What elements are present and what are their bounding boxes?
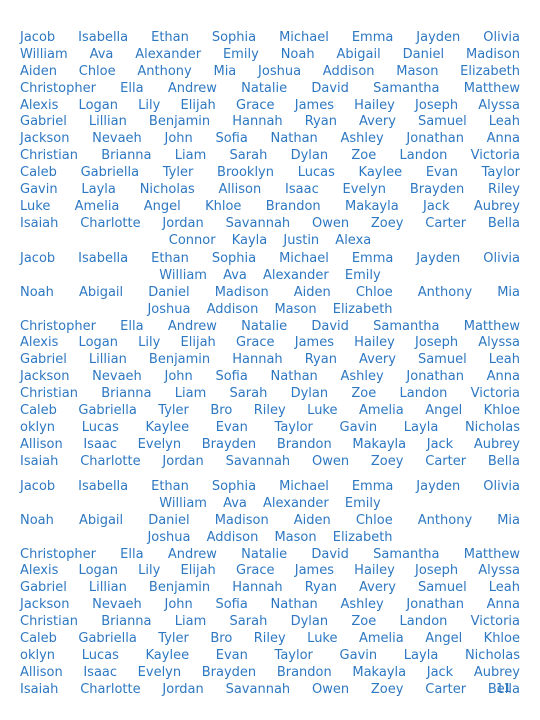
name-line: Alexis Logan Lily Elijah Grace James Hai… xyxy=(20,97,520,113)
page-number: 11 xyxy=(496,681,512,695)
name-line: Jackson Nevaeh John Sofia Nathan Ashley … xyxy=(20,131,520,147)
name-line: Christopher Ella Andrew Natalie David Sa… xyxy=(20,546,520,562)
name-list-block-2: Jacob Isabella Ethan Sophia Michael Emma… xyxy=(20,251,520,471)
name-list-block-3: Jacob Isabella Ethan Sophia Michael Emma… xyxy=(20,479,520,699)
name-line: Alexis Logan Lily Elijah Grace James Hai… xyxy=(20,563,520,579)
name-line: Christian Brianna Liam Sarah Dylan Zoe L… xyxy=(20,148,520,164)
name-line: Joshua Addison Mason Elizabeth xyxy=(147,529,393,545)
name-line: Jackson Nevaeh John Sofia Nathan Ashley … xyxy=(20,597,520,613)
name-line: Gabriel Lillian Benjamin Hannah Ryan Ave… xyxy=(20,580,520,596)
name-line: Noah Abigail Daniel Madison Aiden Chloe … xyxy=(20,284,520,300)
name-line: Christian Brianna Liam Sarah Dylan Zoe L… xyxy=(20,386,520,402)
name-line: William Ava Alexander Emily Noah Abigail… xyxy=(20,46,520,62)
name-line: Gabriel Lillian Benjamin Hannah Ryan Ave… xyxy=(20,352,520,368)
name-line: Alexis Logan Lily Elijah Grace James Hai… xyxy=(20,335,520,351)
name-line: Connor Kayla Justin Alexa xyxy=(168,232,372,248)
name-line: William Ava Alexander Emily xyxy=(159,267,381,283)
name-line: Isaiah Charlotte Jordan Savannah Owen Zo… xyxy=(20,215,520,231)
name-line: Jackson Nevaeh John Sofia Nathan Ashley … xyxy=(20,369,520,385)
name-line: Caleb Gabriella Tyler Bro Riley Luke Ame… xyxy=(20,631,520,647)
name-line: Caleb Gabriella Tyler Brooklyn Lucas Kay… xyxy=(20,165,520,181)
name-line: William Ava Alexander Emily xyxy=(159,495,381,511)
name-line: Jacob Isabella Ethan Sophia Michael Emma… xyxy=(20,251,520,266)
name-line: Jacob Isabella Ethan Sophia Michael Emma… xyxy=(20,30,520,45)
name-line: Christopher Ella Andrew Natalie David Sa… xyxy=(20,318,520,334)
name-line: oklyn Lucas Kaylee Evan Taylor Gavin Lay… xyxy=(20,419,520,435)
name-line: Noah Abigail Daniel Madison Aiden Chloe … xyxy=(20,512,520,528)
name-line: Jacob Isabella Ethan Sophia Michael Emma… xyxy=(20,479,520,494)
name-line: Joshua Addison Mason Elizabeth xyxy=(147,301,393,317)
name-line: Allison Isaac Evelyn Brayden Brandon Mak… xyxy=(20,664,520,680)
name-line: Caleb Gabriella Tyler Bro Riley Luke Ame… xyxy=(20,403,520,419)
name-line: Allison Isaac Evelyn Brayden Brandon Mak… xyxy=(20,436,520,452)
name-line: Gabriel Lillian Benjamin Hannah Ryan Ave… xyxy=(20,114,520,130)
name-line: Gavin Layla Nicholas Allison Isaac Evely… xyxy=(20,182,520,198)
name-list-block-1: Jacob Isabella Ethan Sophia Michael Emma… xyxy=(20,30,520,250)
name-line: Luke Amelia Angel Khloe Brandon Makayla … xyxy=(20,198,520,214)
name-line: Christopher Ella Andrew Natalie David Sa… xyxy=(20,80,520,96)
name-line: Aiden Chloe Anthony Mia Joshua Addison M… xyxy=(20,63,520,79)
name-line: Isaiah Charlotte Jordan Savannah Owen Zo… xyxy=(20,453,520,469)
name-line: Isaiah Charlotte Jordan Savannah Owen Zo… xyxy=(20,681,520,697)
name-line: Christian Brianna Liam Sarah Dylan Zoe L… xyxy=(20,614,520,630)
name-line: oklyn Lucas Kaylee Evan Taylor Gavin Lay… xyxy=(20,647,520,663)
